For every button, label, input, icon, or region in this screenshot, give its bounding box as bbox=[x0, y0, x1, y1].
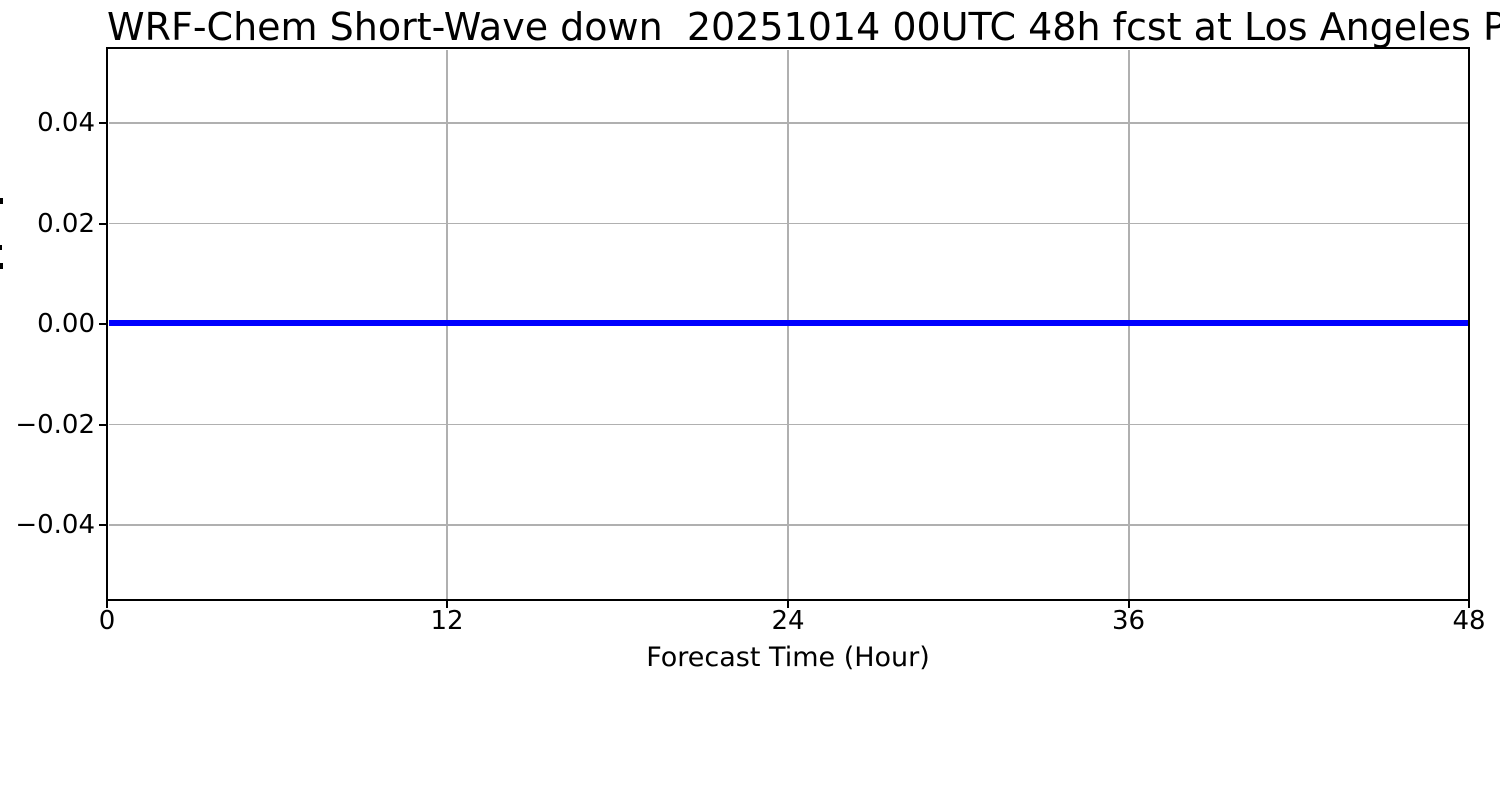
y-tick-label: 0.02 bbox=[37, 208, 95, 239]
y-tick-mark bbox=[99, 323, 106, 325]
x-tick-label: 48 bbox=[1452, 606, 1486, 636]
x-tick-mark bbox=[106, 601, 108, 608]
x-tick-label: 12 bbox=[430, 606, 464, 636]
x-tick-mark bbox=[1127, 601, 1130, 608]
x-tick-mark bbox=[1467, 601, 1470, 608]
y-tick-label: 0.00 bbox=[37, 309, 95, 339]
y-axis-label-fragment bbox=[0, 245, 2, 250]
y-tick-label: 0.04 bbox=[37, 108, 95, 138]
x-tick-label: 36 bbox=[1111, 606, 1146, 636]
x-tick-label: 24 bbox=[771, 606, 805, 636]
x-tick-label: 0 bbox=[98, 606, 116, 636]
x-axis-label: Forecast Time (Hour) bbox=[646, 642, 930, 673]
y-axis-label-fragment bbox=[0, 198, 3, 204]
axes-border bbox=[106, 47, 1470, 601]
chart-title: WRF-Chem Short-Wave down 20251014 00UTC … bbox=[107, 5, 1500, 49]
y-axis-label-fragment bbox=[0, 263, 3, 269]
y-tick-label: −0.04 bbox=[15, 510, 95, 540]
y-tick-mark bbox=[99, 122, 106, 124]
x-tick-mark bbox=[446, 601, 448, 608]
y-tick-mark bbox=[99, 524, 106, 526]
y-tick-label: −0.02 bbox=[15, 409, 95, 440]
y-tick-mark bbox=[99, 222, 106, 225]
forecast-data-line bbox=[108, 320, 1468, 326]
x-tick-mark bbox=[787, 601, 789, 608]
y-tick-mark bbox=[99, 423, 106, 426]
